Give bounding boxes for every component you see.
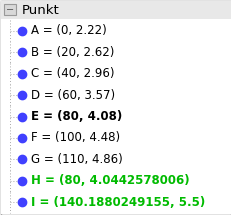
Text: F = (100, 4.48): F = (100, 4.48) (31, 131, 120, 144)
Text: Punkt: Punkt (22, 3, 60, 17)
FancyBboxPatch shape (1, 1, 230, 19)
Text: I = (140.1880249155, 5.5): I = (140.1880249155, 5.5) (31, 196, 204, 209)
FancyBboxPatch shape (4, 4, 16, 15)
Text: −: − (6, 6, 14, 15)
Text: E = (80, 4.08): E = (80, 4.08) (31, 110, 122, 123)
Text: G = (110, 4.86): G = (110, 4.86) (31, 153, 122, 166)
Text: B = (20, 2.62): B = (20, 2.62) (31, 46, 114, 59)
Text: A = (0, 2.22): A = (0, 2.22) (31, 24, 106, 37)
Text: D = (60, 3.57): D = (60, 3.57) (31, 89, 115, 101)
Text: C = (40, 2.96): C = (40, 2.96) (31, 67, 114, 80)
Text: H = (80, 4.0442578006): H = (80, 4.0442578006) (31, 174, 189, 187)
